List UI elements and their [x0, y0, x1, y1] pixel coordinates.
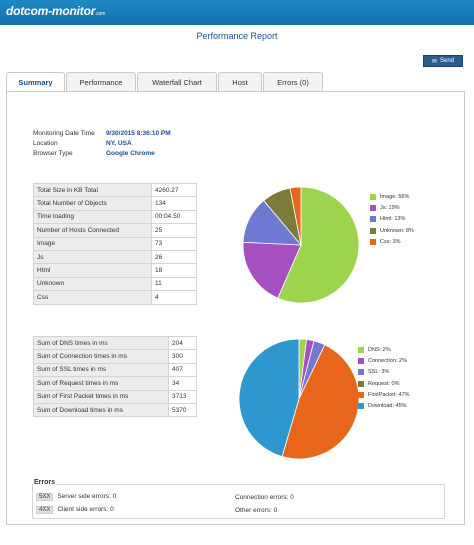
legend-item: SSL: 3% [358, 367, 410, 378]
table-row: Total Size in KB Total 4260.27 [33, 182, 197, 198]
client-errors: 4XX Client side errors: 0 [36, 506, 114, 514]
pie-slice-image [277, 186, 360, 304]
table-row: Number of Hosts Connected 25 [33, 223, 197, 238]
table-row: Total Number of Objects 134 [33, 196, 197, 211]
legend-item: Unknown: 8% [370, 225, 414, 236]
timing-legend: DNS: 2% Connection: 2% SSL: 3% Request: … [358, 344, 410, 412]
legend-item: Connection: 2% [358, 355, 410, 366]
tab-performance[interactable]: Performance [66, 72, 136, 91]
legend-swatch [370, 193, 376, 200]
summary-panel [6, 91, 465, 525]
monitoring-info: Monitoring Date Time 9/30/2015 8:36:10 PM… [33, 128, 171, 158]
legend-swatch [358, 391, 364, 398]
legend-item: Image: 56% [370, 191, 414, 202]
timing-stats-table: Sum of DNS times in ms 204 Sum of Connect… [33, 335, 197, 418]
send-label: Send [440, 58, 455, 64]
table-row: Time loading 00:04.50 [33, 209, 197, 225]
object-types-legend: Image: 56% Js: 19% Html: 13% Unknown: 8%… [370, 191, 414, 247]
info-label: Location [33, 139, 58, 147]
table-row: Sum of Connection times in ms 300 [33, 349, 197, 364]
connection-errors: Connection errors: 0 [235, 494, 294, 501]
top-banner: dotcom-monitor.com [0, 0, 474, 25]
tab-summary[interactable]: Summary [6, 72, 65, 92]
logo: dotcom-monitor.com [6, 4, 106, 18]
info-label: Monitoring Date Time [33, 129, 95, 137]
legend-swatch [370, 216, 376, 223]
info-value: Google Chrome [106, 149, 155, 157]
table-row: Sum of First Packet times in ms 3713 [33, 389, 197, 404]
pie-slice-js [242, 241, 302, 299]
tab-host[interactable]: Host [218, 72, 262, 91]
table-row: Sum of Request times in ms 34 [33, 376, 197, 391]
table-row: Css 4 [33, 290, 197, 305]
legend-swatch [358, 380, 364, 387]
errors-heading: Errors [33, 479, 57, 486]
legend-swatch [358, 346, 364, 353]
errors-summary: Errors 5XX Server side errors: 0 4XX Clien… [32, 479, 445, 519]
table-row: Js 26 [33, 249, 197, 265]
table-row: Image 73 [33, 236, 197, 251]
legend-swatch [370, 238, 376, 245]
send-button[interactable]: ✉ Send [423, 55, 463, 67]
info-row: Monitoring Date Time 9/30/2015 8:36:10 PM [33, 128, 171, 138]
server-errors-badge: 5XX [36, 493, 54, 501]
send-icon: ✉ [431, 58, 437, 65]
legend-item: Css: 3% [370, 236, 414, 247]
legend-item: DNS: 2% [358, 344, 410, 355]
client-errors-badge: 4XX [36, 506, 54, 514]
page-title: Performance Report [196, 31, 278, 41]
legend-item: Download: 45% [358, 400, 410, 411]
legend-swatch [358, 357, 364, 364]
table-row: Sum of SSL times in ms 407 [33, 362, 197, 378]
legend-swatch [358, 369, 364, 376]
table-row: Html 18 [33, 263, 197, 278]
info-row: Location NY, USA [33, 138, 171, 148]
legend-swatch [358, 403, 364, 410]
size-stats-table: Total Size in KB Total 4260.27 Total Numb… [33, 182, 197, 305]
info-value: 9/30/2015 8:36:10 PM [106, 129, 171, 137]
legend-item: Html: 13% [370, 214, 414, 225]
legend-swatch [370, 227, 376, 234]
other-errors: Other errors: 0 [235, 507, 278, 514]
server-errors: 5XX Server side errors: 0 [36, 493, 116, 501]
pie-slice-css [289, 186, 302, 246]
timing-pie-chart [238, 338, 360, 460]
table-row: Sum of DNS times in ms 204 [33, 335, 197, 351]
object-types-pie-chart [242, 186, 360, 304]
legend-item: Js: 19% [370, 202, 414, 213]
pie-slice-download [238, 338, 300, 458]
info-label: Browser Type [33, 149, 73, 157]
tab-waterfall-chart[interactable]: Waterfall Chart [137, 72, 217, 91]
info-row: Browser Type Google Chrome [33, 148, 171, 158]
pie-slice-firstpacket [281, 344, 360, 460]
tab-errors[interactable]: Errors (0) [263, 72, 323, 91]
table-row: Sum of Download times in ms 5370 [33, 402, 197, 418]
table-row: Unknown 11 [33, 276, 197, 292]
tab-bar: Summary Performance Waterfall Chart Host… [6, 72, 324, 92]
legend-item: Request: 0% [358, 378, 410, 389]
legend-item: FirstPacket: 47% [358, 389, 410, 400]
info-value: NY, USA [106, 139, 132, 147]
legend-swatch [370, 204, 376, 211]
